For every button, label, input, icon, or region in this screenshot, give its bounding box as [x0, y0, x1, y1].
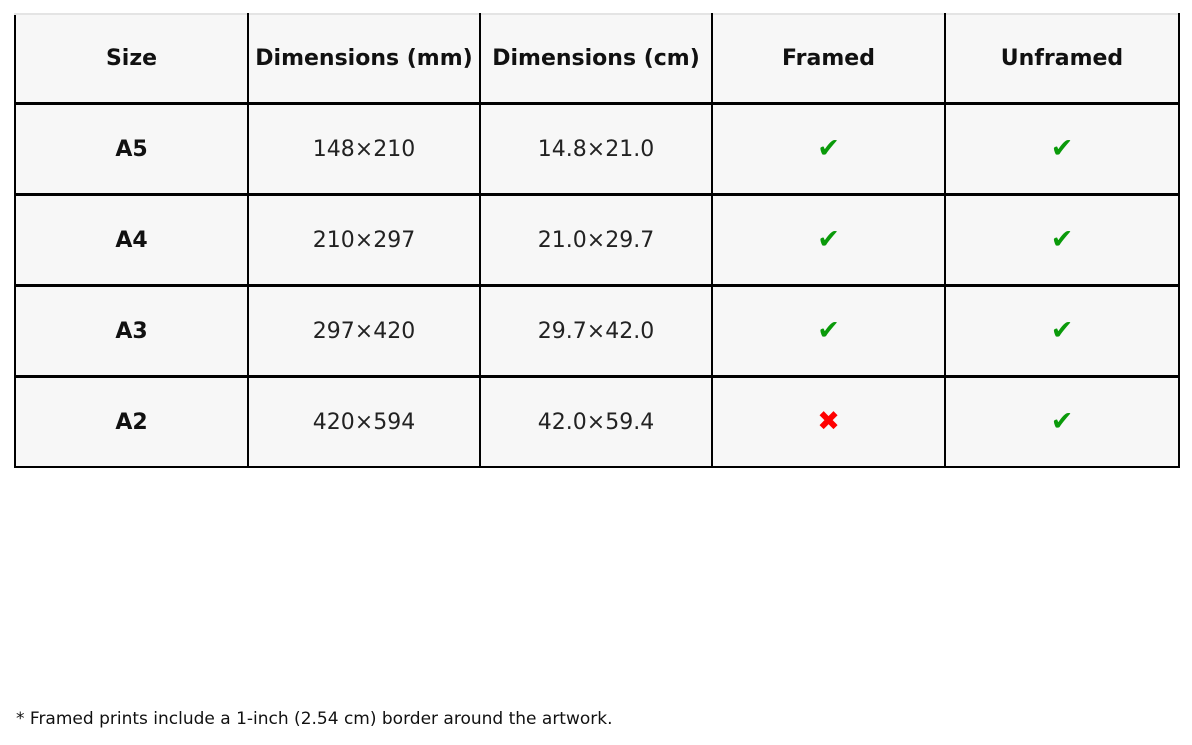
size-cell: A5	[14, 102, 249, 196]
framed-status-cell: ✔	[711, 193, 946, 287]
size-cell: A3	[14, 284, 249, 378]
dimensions-cm-cell: 14.8×21.0	[479, 102, 713, 196]
check-icon: ✔	[817, 133, 840, 164]
column-header-unframed: Unframed	[944, 13, 1180, 105]
dimensions-cm-cell: 29.7×42.0	[479, 284, 713, 378]
dimensions-cm-cell: 21.0×29.7	[479, 193, 713, 287]
check-icon: ✔	[817, 224, 840, 255]
column-header-size: Size	[14, 13, 249, 105]
dimensions-mm-cell: 297×420	[247, 284, 481, 378]
column-header-dimensions-cm: Dimensions (cm)	[479, 13, 713, 105]
framed-status-cell: ✖	[711, 375, 946, 468]
unframed-status-cell: ✔	[944, 102, 1180, 196]
framed-status-cell: ✔	[711, 284, 946, 378]
column-header-dimensions-mm: Dimensions (mm)	[247, 13, 481, 105]
table-row: A5 148×210 14.8×21.0 ✔ ✔	[14, 102, 1180, 196]
column-header-framed: Framed	[711, 13, 946, 105]
table-row: A3 297×420 29.7×42.0 ✔ ✔	[14, 284, 1180, 378]
framed-status-cell: ✔	[711, 102, 946, 196]
check-icon: ✔	[1050, 133, 1074, 164]
dimensions-mm-cell: 148×210	[247, 102, 481, 196]
size-cell: A4	[14, 193, 249, 287]
check-icon: ✔	[1050, 315, 1074, 346]
dimensions-cm-cell: 42.0×59.4	[479, 375, 713, 468]
framed-footnote: * Framed prints include a 1-inch (2.54 c…	[16, 709, 613, 729]
dimensions-mm-cell: 210×297	[247, 193, 481, 287]
header-row: Size Dimensions (mm) Dimensions (cm) Fra…	[14, 13, 1180, 105]
cross-icon: ✖	[817, 406, 840, 437]
unframed-status-cell: ✔	[944, 193, 1180, 287]
check-icon: ✔	[1050, 224, 1074, 255]
dimensions-mm-cell: 420×594	[247, 375, 481, 468]
table-row: A4 210×297 21.0×29.7 ✔ ✔	[14, 193, 1180, 287]
check-icon: ✔	[1050, 406, 1074, 437]
size-chart-table: Size Dimensions (mm) Dimensions (cm) Fra…	[14, 13, 1180, 468]
unframed-status-cell: ✔	[944, 284, 1180, 378]
check-icon: ✔	[817, 315, 840, 346]
unframed-status-cell: ✔	[944, 375, 1180, 468]
size-cell: A2	[14, 375, 249, 468]
table-row: A2 420×594 42.0×59.4 ✖ ✔	[14, 375, 1180, 468]
